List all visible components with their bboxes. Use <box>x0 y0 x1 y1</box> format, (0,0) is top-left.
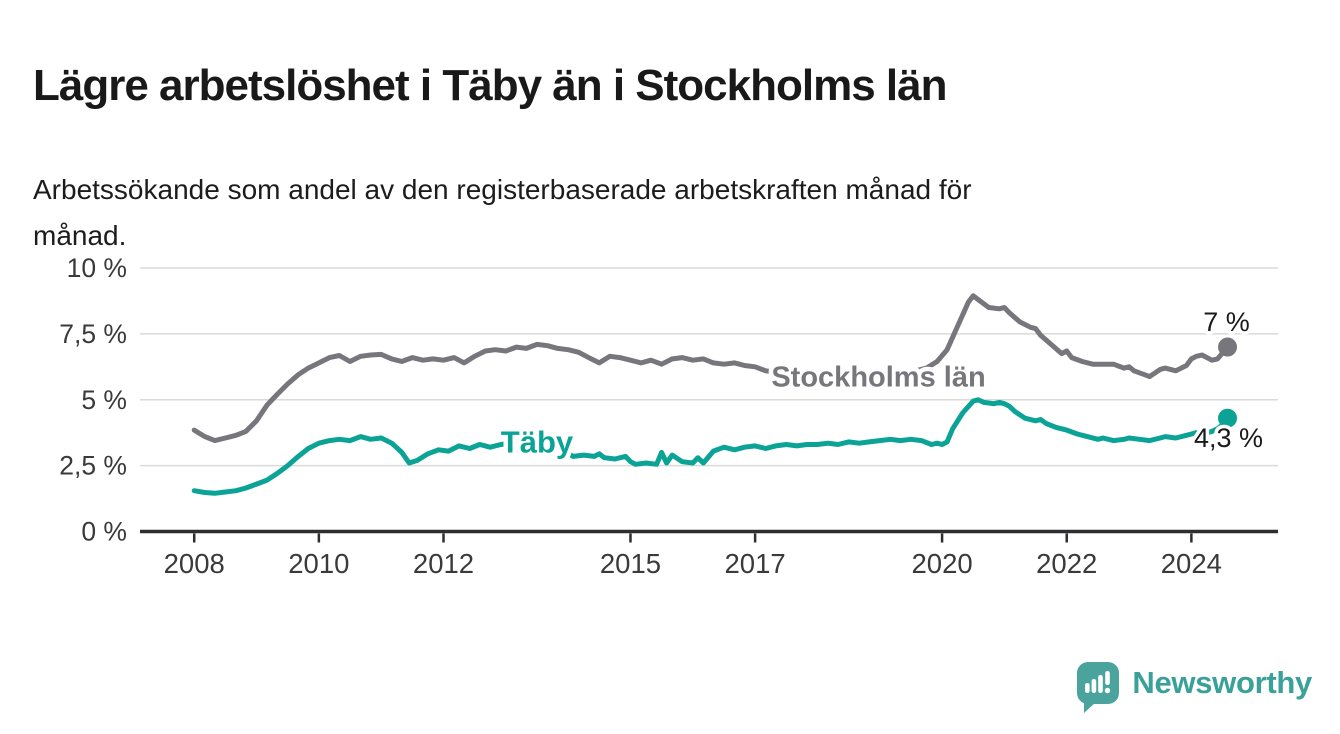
newsworthy-wordmark: Newsworthy <box>1132 665 1312 700</box>
y-tick-label: 2,5 % <box>59 451 127 481</box>
subtitle-line-2: månad. <box>33 220 127 251</box>
newsworthy-logo: Newsworthy <box>1077 662 1312 713</box>
x-tick-label: 2010 <box>288 548 349 579</box>
logo-icon-glyphs <box>1085 671 1111 694</box>
x-tick-label: 2017 <box>725 548 786 579</box>
x-tick-label: 2008 <box>164 548 225 579</box>
y-tick-label: 7,5 % <box>59 319 127 349</box>
x-tick-label: 2020 <box>911 548 972 579</box>
stockholm-end-dot <box>1218 337 1238 357</box>
x-tick-label: 2012 <box>413 548 474 579</box>
y-tick-label: 0 % <box>81 517 127 547</box>
x-tick-label: 2024 <box>1161 548 1222 579</box>
x-tick-label: 2015 <box>600 548 661 579</box>
page-title: Lägre arbetslöshet i Täby än i Stockholm… <box>33 61 947 111</box>
subtitle-line-1: Arbetssökande som andel av den registerb… <box>33 174 972 205</box>
y-tick-label: 5 % <box>81 385 127 415</box>
taby-line <box>191 397 1230 496</box>
stockholm-line <box>191 293 1230 444</box>
stockholm-end-label: 7 % <box>1203 307 1250 337</box>
x-tick-label: 2022 <box>1036 548 1097 579</box>
page-subtitle: Arbetssökande som andel av den registerb… <box>33 167 1273 259</box>
bar-chart-exclamation-icon <box>1077 662 1120 713</box>
taby-series-label: Täby <box>501 424 574 459</box>
y-tick-label: 10 % <box>67 253 127 283</box>
taby-end-dot <box>1218 408 1238 428</box>
stockholm-series-label: Stockholms län <box>771 362 985 394</box>
taby-end-label: 4,3 % <box>1194 423 1263 453</box>
